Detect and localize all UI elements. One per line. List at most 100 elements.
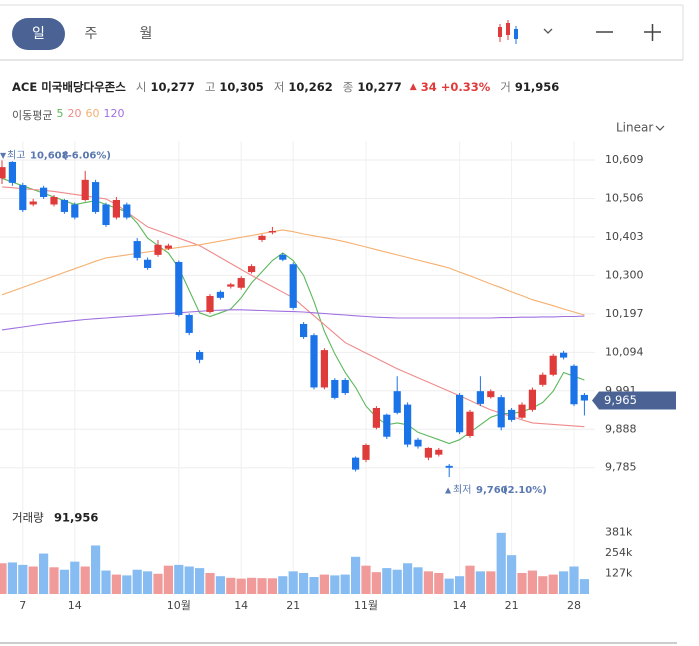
- volume-bar: [267, 578, 277, 594]
- x-tick-label: 7: [19, 599, 26, 612]
- candle-body: [102, 204, 110, 226]
- volume-bar: [475, 571, 485, 594]
- y-tick-label: 10,094: [605, 345, 644, 358]
- volume-bar: [39, 553, 49, 594]
- candle-body: [227, 284, 235, 287]
- volume-bar: [569, 566, 579, 594]
- candle-body: [237, 278, 245, 288]
- volume-value: 91,956: [54, 511, 98, 525]
- price-tag: [592, 391, 676, 410]
- y-tick-label: 10,300: [605, 268, 644, 281]
- tab[interactable]: 일: [32, 26, 45, 42]
- volume-bar: [18, 564, 28, 594]
- candle-body: [539, 374, 547, 385]
- quote-value: 10,277: [357, 80, 402, 94]
- candle-body: [175, 261, 183, 316]
- candle-body: [445, 465, 453, 468]
- legend-entry: 60: [85, 107, 100, 120]
- tab[interactable]: 월: [139, 26, 153, 42]
- volume-bar: [163, 565, 173, 594]
- high-note-change: (-6.06%): [63, 150, 111, 161]
- quote-label: 고: [204, 80, 216, 94]
- candle-body: [456, 394, 464, 433]
- volume-bar: [70, 561, 80, 594]
- quote-value: 10,262: [288, 80, 333, 94]
- high-note: 최고: [7, 149, 25, 161]
- candle-body: [164, 245, 172, 249]
- candle-body: [8, 161, 16, 183]
- candle-body: [508, 409, 516, 420]
- quote-header: ACE 미국배당다우존스 시 10,277 고 10,305 저 10,262 종 10,27…: [12, 79, 559, 95]
- volume-bar: [330, 575, 340, 594]
- chevron[interactable]: [655, 125, 665, 131]
- candle-body: [341, 379, 349, 394]
- x-tick-label: 11월: [354, 599, 378, 612]
- candle-body: [466, 411, 474, 436]
- candle-body: [487, 391, 495, 398]
- up-icon: ▲: [409, 82, 417, 92]
- quote-label: 종: [342, 80, 354, 94]
- ma-line: [1, 309, 585, 331]
- volume-bar: [371, 572, 381, 594]
- volume-bar: [184, 566, 194, 594]
- volume-bar: [309, 577, 319, 594]
- quote-label: 저: [273, 80, 285, 94]
- volume-bar: [205, 572, 215, 594]
- candle-icon[interactable]: [498, 20, 518, 44]
- candle-body: [0, 167, 6, 179]
- tab[interactable]: 주: [84, 26, 98, 42]
- candle-body: [560, 352, 568, 358]
- volume-bar: [361, 565, 371, 594]
- volume-bar: [465, 565, 475, 594]
- volume-bar: [423, 571, 433, 594]
- x-tick-label: 21: [286, 599, 300, 612]
- candle-body: [92, 182, 100, 212]
- candle-body: [424, 447, 432, 458]
- candle-body: [528, 389, 536, 410]
- y-tick-label: 10,609: [605, 153, 644, 166]
- candle-body: [300, 323, 308, 338]
- volume-bar: [49, 567, 59, 594]
- candle-body: [570, 365, 578, 405]
- candle-body: [60, 199, 68, 212]
- volume-bar: [247, 577, 257, 594]
- price-tag-label: 9,965: [604, 393, 637, 407]
- volume-bar: [226, 577, 236, 594]
- scale-mode[interactable]: Linear: [616, 121, 653, 135]
- ma-title: 이동평균: [12, 109, 53, 122]
- quote-value: 10,305: [219, 80, 264, 94]
- volume-bar: [132, 569, 142, 594]
- volume-bar: [548, 574, 558, 594]
- chevron[interactable]: [543, 28, 553, 34]
- volume-bar: [195, 568, 205, 594]
- volume-bar: [28, 566, 38, 594]
- active-tab-bg[interactable]: [12, 18, 65, 50]
- candle-body: [362, 444, 370, 460]
- candle-body: [154, 244, 162, 255]
- volume-tick-label: 254k: [605, 546, 633, 559]
- y-tick-label: 10,403: [605, 230, 644, 243]
- high-note-value: 10,608: [30, 150, 69, 161]
- candle-body: [404, 404, 412, 445]
- x-tick-label: 14: [68, 599, 82, 612]
- candle-body: [580, 394, 588, 401]
- y-tick-label: 10,197: [605, 307, 644, 320]
- zoom-in[interactable]: [644, 24, 661, 41]
- volume-bar: [257, 578, 267, 594]
- volume-bar: [59, 569, 69, 594]
- volume-bar: [403, 563, 413, 594]
- volume-bar: [143, 571, 153, 594]
- ma-legend: 이동평균 5 20 60 120: [12, 107, 124, 123]
- legend-entry: 5: [56, 107, 64, 120]
- x-tick-label: 14: [234, 599, 248, 612]
- volume-bar: [101, 570, 111, 594]
- candle-body: [19, 185, 27, 211]
- candle-body: [29, 201, 37, 205]
- y-tick-label: 9,785: [605, 461, 637, 474]
- volume-bar: [0, 563, 7, 594]
- candle-body: [258, 235, 266, 240]
- candle-body: [196, 351, 204, 360]
- volume-bar: [507, 555, 517, 594]
- candle-body: [352, 457, 360, 470]
